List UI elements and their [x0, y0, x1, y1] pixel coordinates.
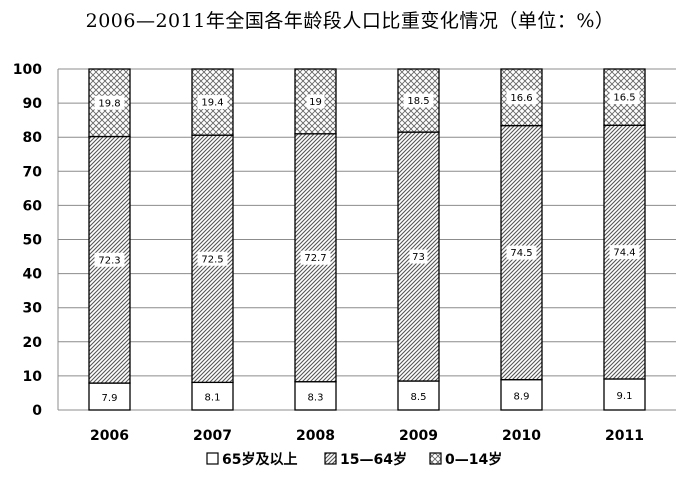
data-label: 8.1 — [205, 393, 221, 404]
legend-label: 0—14岁 — [445, 451, 502, 468]
legend-label: 65岁及以上 — [222, 451, 297, 468]
data-label: 19 — [309, 97, 322, 108]
bar-segment — [500, 379, 543, 411]
x-tick-label: 2006 — [90, 428, 129, 444]
data-label-box — [306, 94, 325, 109]
data-label: 19.8 — [98, 98, 120, 109]
bar-segment — [294, 381, 337, 411]
data-label: 16.5 — [613, 93, 635, 104]
y-tick-label: 70 — [23, 164, 43, 180]
x-tick-label: 2009 — [399, 428, 438, 444]
y-tick-label: 40 — [23, 267, 43, 283]
data-label-box — [506, 245, 537, 260]
y-tick-label: 20 — [23, 335, 43, 351]
y-tick-label: 100 — [13, 62, 42, 78]
data-label: 72.5 — [201, 254, 223, 265]
y-tick-label: 30 — [23, 301, 43, 317]
y-tick-label: 80 — [23, 130, 43, 146]
legend-swatch — [429, 452, 442, 465]
data-label: 8.9 — [514, 391, 530, 402]
data-label: 74.4 — [613, 248, 635, 259]
data-label: 7.9 — [102, 393, 118, 404]
data-label-box — [609, 90, 640, 105]
y-tick-label: 10 — [23, 369, 43, 385]
legend-swatch — [324, 452, 337, 465]
data-label: 18.5 — [407, 96, 429, 107]
data-label-box — [94, 252, 125, 267]
x-tick-label: 2008 — [296, 428, 335, 444]
data-label-box — [94, 95, 125, 110]
y-tick-label: 90 — [23, 96, 43, 112]
y-tick-label: 60 — [23, 198, 43, 214]
data-label: 19.4 — [201, 98, 223, 109]
x-tick-label: 2010 — [502, 428, 541, 444]
data-label-box — [609, 245, 640, 260]
data-label: 16.6 — [510, 93, 532, 104]
data-label-box — [197, 95, 228, 110]
data-label: 73 — [412, 252, 425, 263]
legend-swatch — [206, 452, 219, 465]
chart-title: 2006—2011年全国各年龄段人口比重变化情况（单位：%） — [85, 10, 615, 32]
bar-segment — [397, 131, 440, 382]
data-label: 8.5 — [411, 392, 427, 403]
gridlines — [58, 68, 676, 377]
data-label: 8.3 — [308, 392, 324, 403]
y-tick-label: 0 — [32, 403, 42, 419]
legend: 65岁及以上 15—64岁 0—14岁 — [206, 451, 502, 468]
data-label: 74.5 — [510, 248, 532, 259]
axes: 0 10 20 30 40 50 60 70 80 90 100 2006 2007 2008 2009 20… — [13, 62, 676, 444]
x-tick-label: 2007 — [193, 428, 232, 444]
y-tick-label: 50 — [23, 233, 43, 249]
data-label: 9.1 — [617, 391, 633, 402]
data-label: 72.7 — [304, 253, 326, 264]
legend-label: 15—64岁 — [340, 451, 407, 468]
data-labels: 7.9 72.3 19.8 8.1 72.5 19.4 8.3 72.7 19 8.5 73 18.5… — [94, 90, 640, 404]
data-label-box — [300, 250, 331, 265]
data-label-box — [197, 251, 228, 266]
data-label-box — [409, 249, 428, 264]
data-label-box — [403, 93, 434, 108]
x-tick-label: 2011 — [605, 428, 644, 444]
data-label-box — [506, 90, 537, 105]
data-label: 72.3 — [98, 255, 120, 266]
